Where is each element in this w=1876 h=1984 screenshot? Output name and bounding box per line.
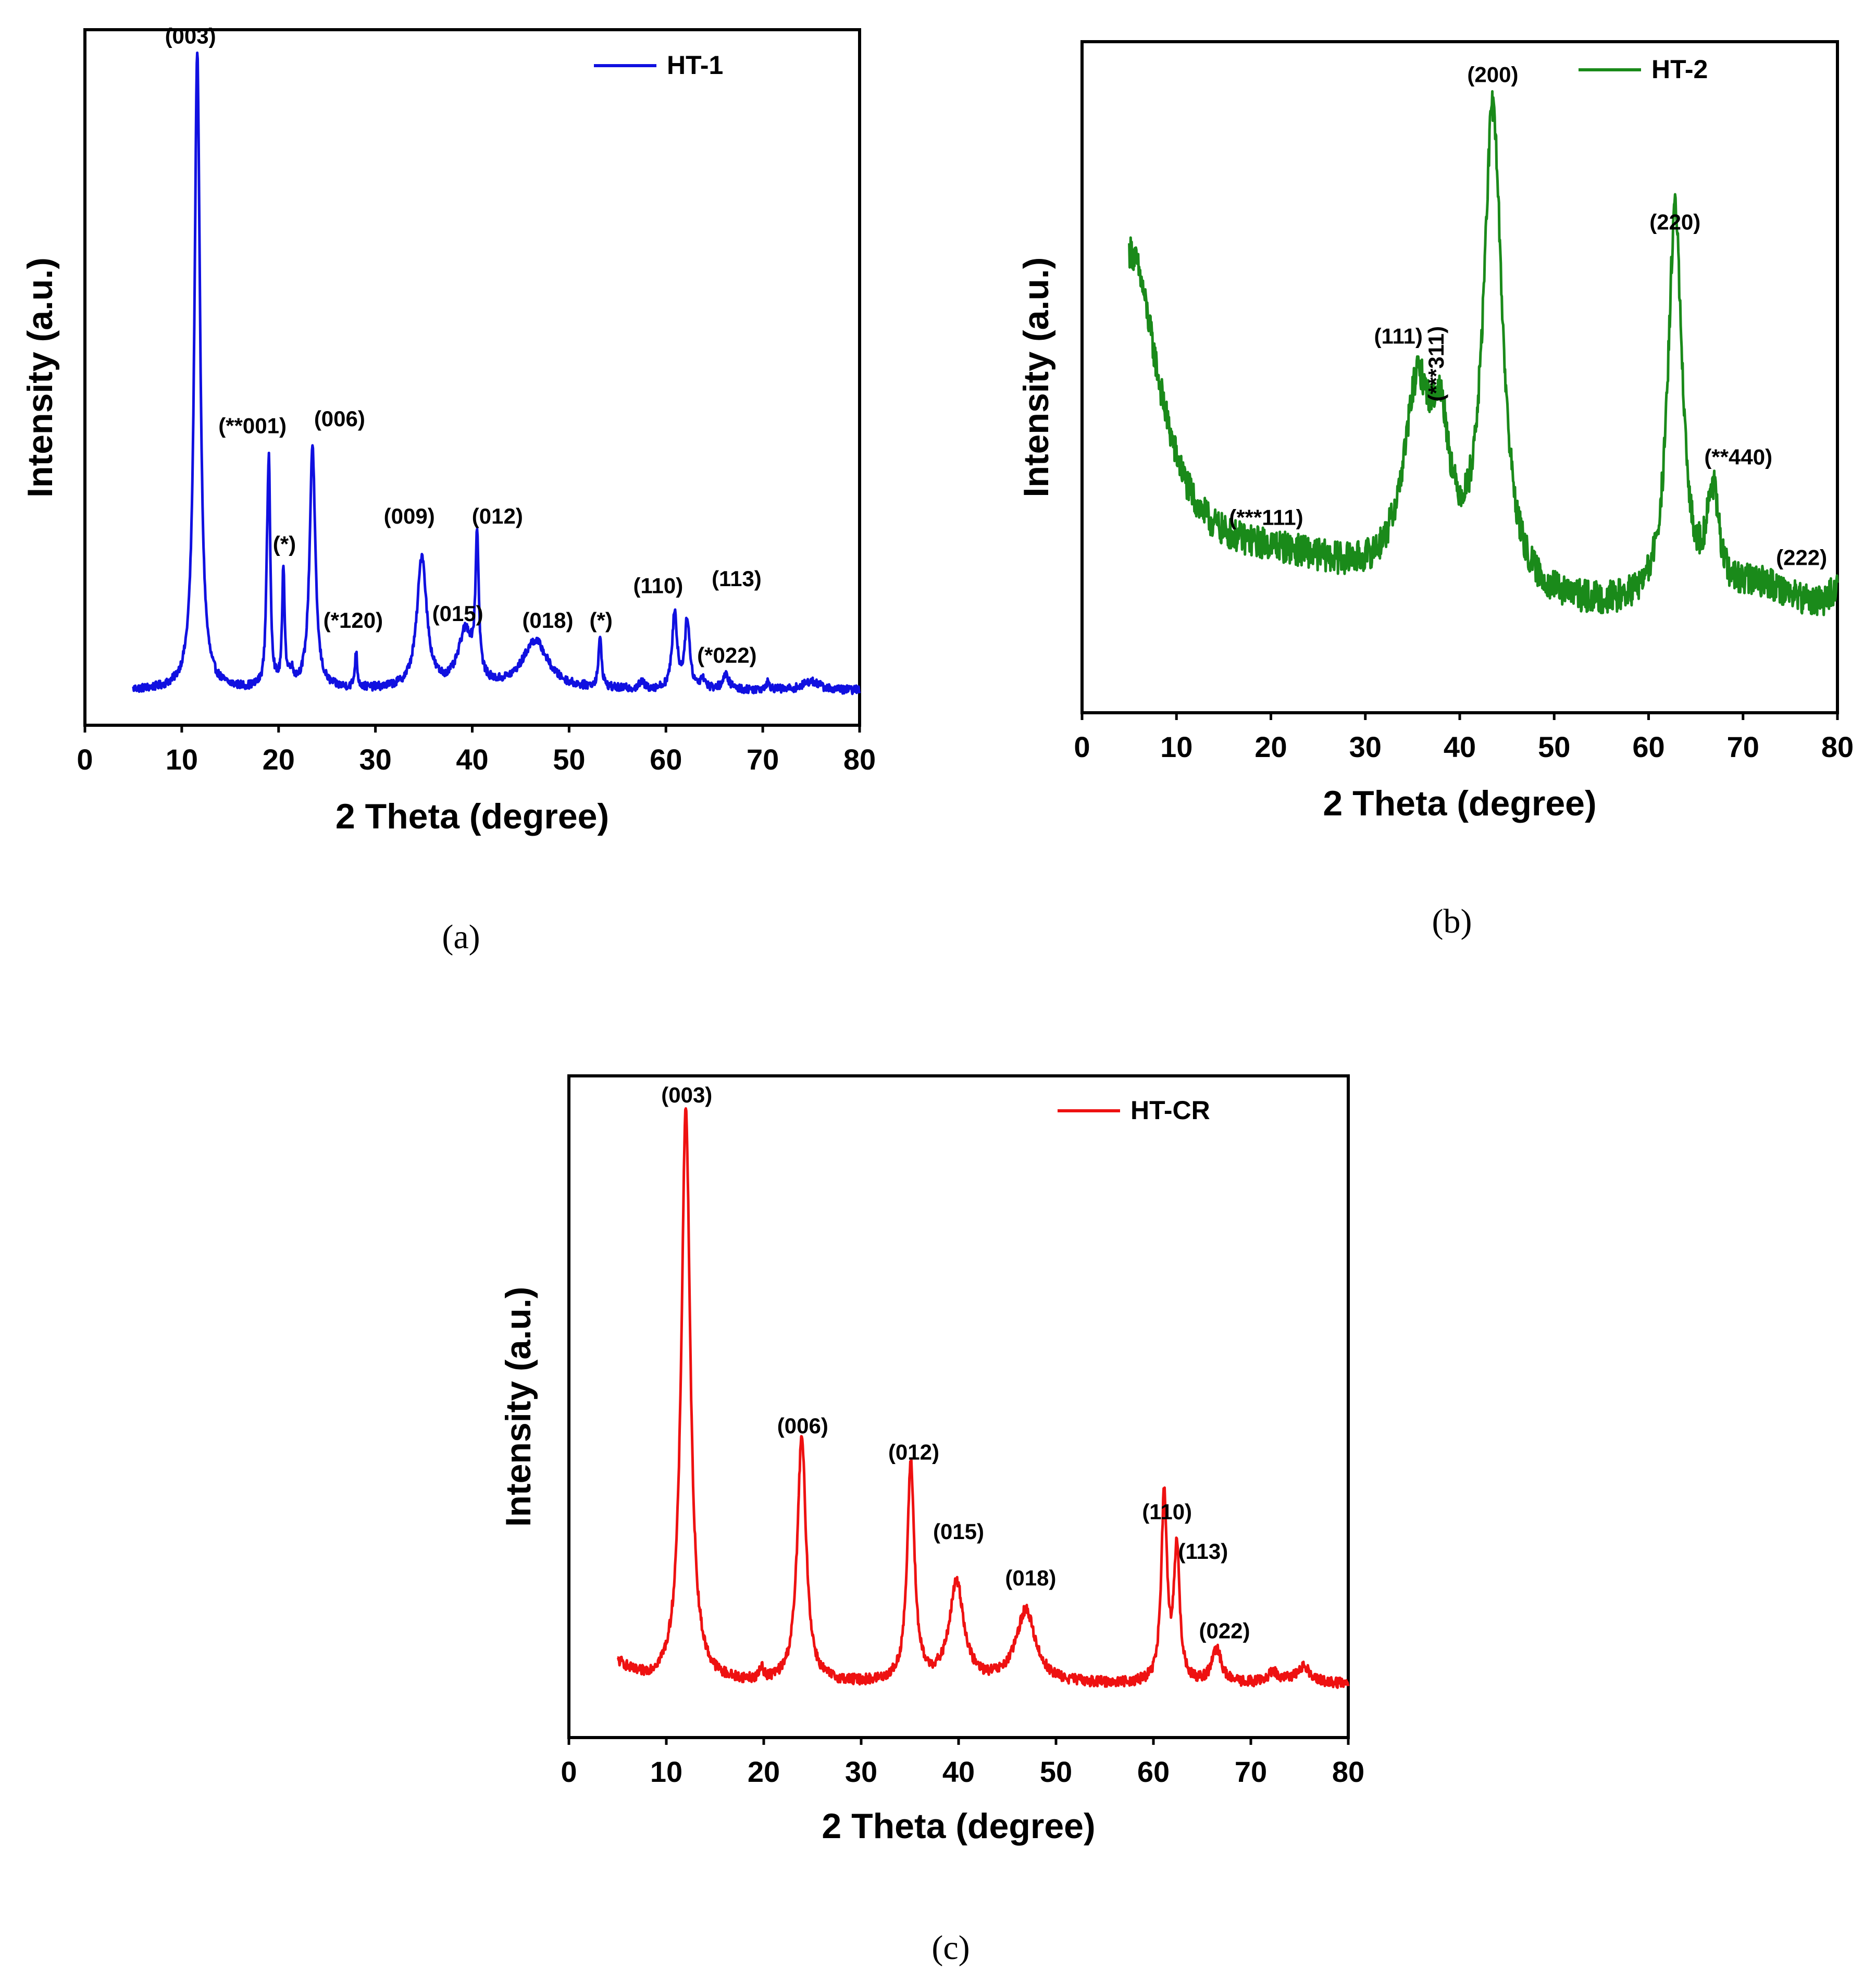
peak-label: (015) [432, 601, 483, 626]
peak-label: (015) [933, 1519, 984, 1544]
legend-label: HT-CR [1130, 1096, 1210, 1125]
peak-label: (**001) [218, 413, 287, 438]
x-tick-label: 10 [166, 743, 198, 776]
x-tick-label: 60 [1632, 730, 1664, 763]
panel-c: 0 10 20 30 40 50 60 70 80 2 Theta (degree) Intensi… [499, 1074, 1364, 1967]
panel-caption: (b) [1432, 902, 1472, 940]
peak-label: (006) [314, 406, 365, 431]
panel-b: 0 10 20 30 40 50 60 70 80 2 Theta (degree) Intensi… [1016, 40, 1854, 940]
legend-label: HT-1 [667, 51, 723, 80]
peak-label: (006) [777, 1413, 828, 1438]
peak-label: (***311) [1424, 326, 1448, 402]
peak-label: (003) [165, 24, 216, 48]
y-axis-title: Intensity (a.u.) [20, 257, 60, 498]
peak-label: (022) [1199, 1619, 1250, 1643]
x-tick-label: 70 [747, 743, 779, 776]
peak-label: (***111) [1229, 505, 1303, 529]
peak-label: (220) [1649, 210, 1700, 234]
peak-label: (110) [1142, 1499, 1192, 1524]
x-tick-label: 20 [748, 1755, 780, 1788]
peak-label: (**440) [1704, 444, 1772, 469]
peak-label: (018) [522, 608, 573, 633]
x-axis-title: 2 Theta (degree) [1323, 784, 1596, 823]
x-tick-label: 30 [845, 1755, 877, 1788]
peak-label: (003) [661, 1083, 712, 1107]
x-tick-label: 0 [561, 1755, 577, 1788]
peak-label: (*) [590, 608, 613, 633]
peak-label: (009) [384, 504, 435, 528]
x-tick-label: 70 [1727, 730, 1759, 763]
peak-label: (113) [712, 566, 762, 591]
x-tick-label: 20 [1254, 730, 1287, 763]
x-tick-label: 40 [1444, 730, 1476, 763]
panel-caption: (c) [931, 1929, 970, 1967]
x-tick-label: 60 [1137, 1755, 1170, 1788]
x-tick-label: 80 [1821, 730, 1854, 763]
x-tick-label: 10 [650, 1755, 682, 1788]
peak-label: (113) [1178, 1539, 1228, 1564]
series-line-ht-cr [616, 1107, 1350, 1689]
y-axis-title: Intensity (a.u.) [1016, 257, 1056, 498]
peak-label: (110) [633, 573, 684, 598]
x-tick-label: 0 [77, 743, 93, 776]
x-tick-label: 0 [1074, 730, 1090, 763]
legend-label: HT-2 [1651, 55, 1708, 84]
x-tick-label: 40 [942, 1755, 975, 1788]
x-axis-title: 2 Theta (degree) [336, 797, 609, 836]
peak-label: (111) [1374, 324, 1422, 349]
x-tick-label: 30 [1349, 730, 1382, 763]
x-tick-label: 80 [1332, 1755, 1364, 1788]
series-line-ht-2 [1128, 90, 1839, 616]
panel-caption: (a) [442, 918, 480, 956]
peak-label: (*) [273, 531, 296, 556]
x-tick-label: 50 [553, 743, 585, 776]
peak-label: (012) [888, 1440, 939, 1465]
peak-label: (222) [1776, 545, 1827, 570]
panel-a: 0 10 20 30 40 50 60 70 80 2 Theta (degree) Intensi… [20, 24, 876, 956]
x-tick-label: 50 [1538, 730, 1570, 763]
x-tick-label: 60 [650, 743, 682, 776]
x-tick-label: 40 [456, 743, 488, 776]
x-tick-label: 80 [843, 743, 876, 776]
peak-label: (200) [1467, 62, 1518, 86]
x-tick-label: 50 [1040, 1755, 1072, 1788]
peak-label: (018) [1005, 1566, 1056, 1590]
series-line-ht-1 [132, 51, 861, 696]
x-tick-label: 20 [263, 743, 295, 776]
peak-label: (*022) [697, 643, 756, 667]
peak-label: (*120) [324, 608, 383, 633]
x-tick-label: 30 [359, 743, 391, 776]
peak-label: (012) [472, 504, 523, 528]
x-tick-label: 10 [1160, 730, 1192, 763]
x-tick-label: 70 [1235, 1755, 1267, 1788]
y-axis-title: Intensity (a.u.) [499, 1287, 538, 1527]
x-axis-title: 2 Theta (degree) [822, 1806, 1095, 1846]
